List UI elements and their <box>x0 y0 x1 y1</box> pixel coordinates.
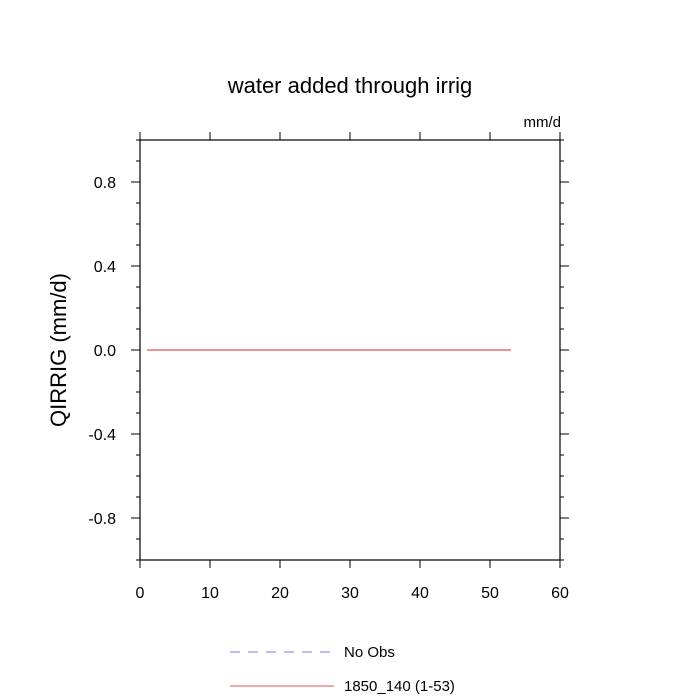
y-tick-label: 0.0 <box>94 343 116 360</box>
x-tick-label: 50 <box>481 585 499 602</box>
x-tick-label: 40 <box>411 585 429 602</box>
x-tick-label: 30 <box>341 585 359 602</box>
units-label: mm/d <box>524 114 562 131</box>
x-tick-label: 0 <box>136 585 145 602</box>
legend-label: 1850_140 (1-53) <box>344 678 455 695</box>
y-tick-label: -0.4 <box>88 427 116 444</box>
tick-labels: 0 10 20 30 40 50 60 0.8 0.4 0.0 -0.4 -0.8 <box>88 175 569 602</box>
chart-title: water added through irrig <box>227 73 473 98</box>
x-tick-label: 60 <box>551 585 569 602</box>
legend: No Obs 1850_140 (1-53) <box>230 644 455 695</box>
y-axis-label: QIRRIG (mm/d) <box>46 273 71 427</box>
axis-ticks <box>131 132 569 568</box>
x-tick-label: 20 <box>271 585 289 602</box>
legend-label: No Obs <box>344 644 395 661</box>
y-tick-label: 0.4 <box>94 259 116 276</box>
x-tick-label: 10 <box>201 585 219 602</box>
y-tick-label: -0.8 <box>88 511 116 528</box>
y-tick-label: 0.8 <box>94 175 116 192</box>
